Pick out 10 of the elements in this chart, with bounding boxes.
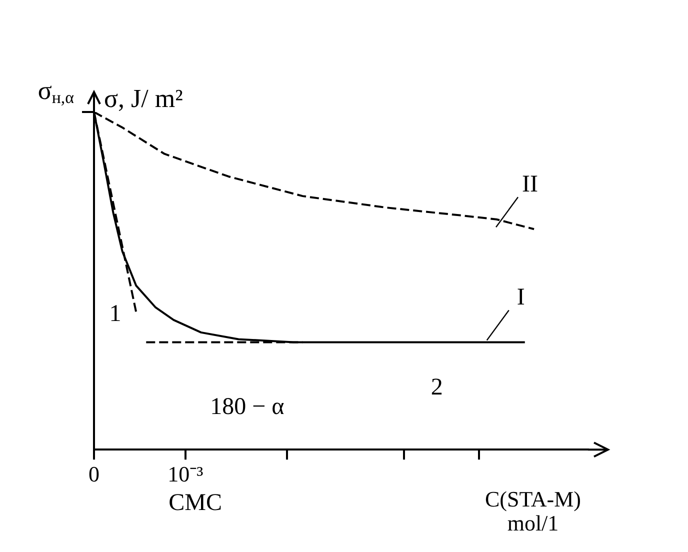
annotation: 1 (109, 300, 122, 327)
x-axis-title: C(STA-M) mol/1 (484, 486, 582, 536)
x-tick-label: 0 (88, 462, 100, 487)
text: CMC (168, 490, 222, 516)
annotation: 180 − α (210, 394, 285, 420)
series-label: II (522, 171, 538, 198)
x-tick-label: 10⁻³ (168, 462, 204, 487)
series-label: I (516, 284, 525, 311)
annotation: 2 (430, 374, 443, 400)
y-axis-title: σ, J/ m² (104, 84, 184, 113)
